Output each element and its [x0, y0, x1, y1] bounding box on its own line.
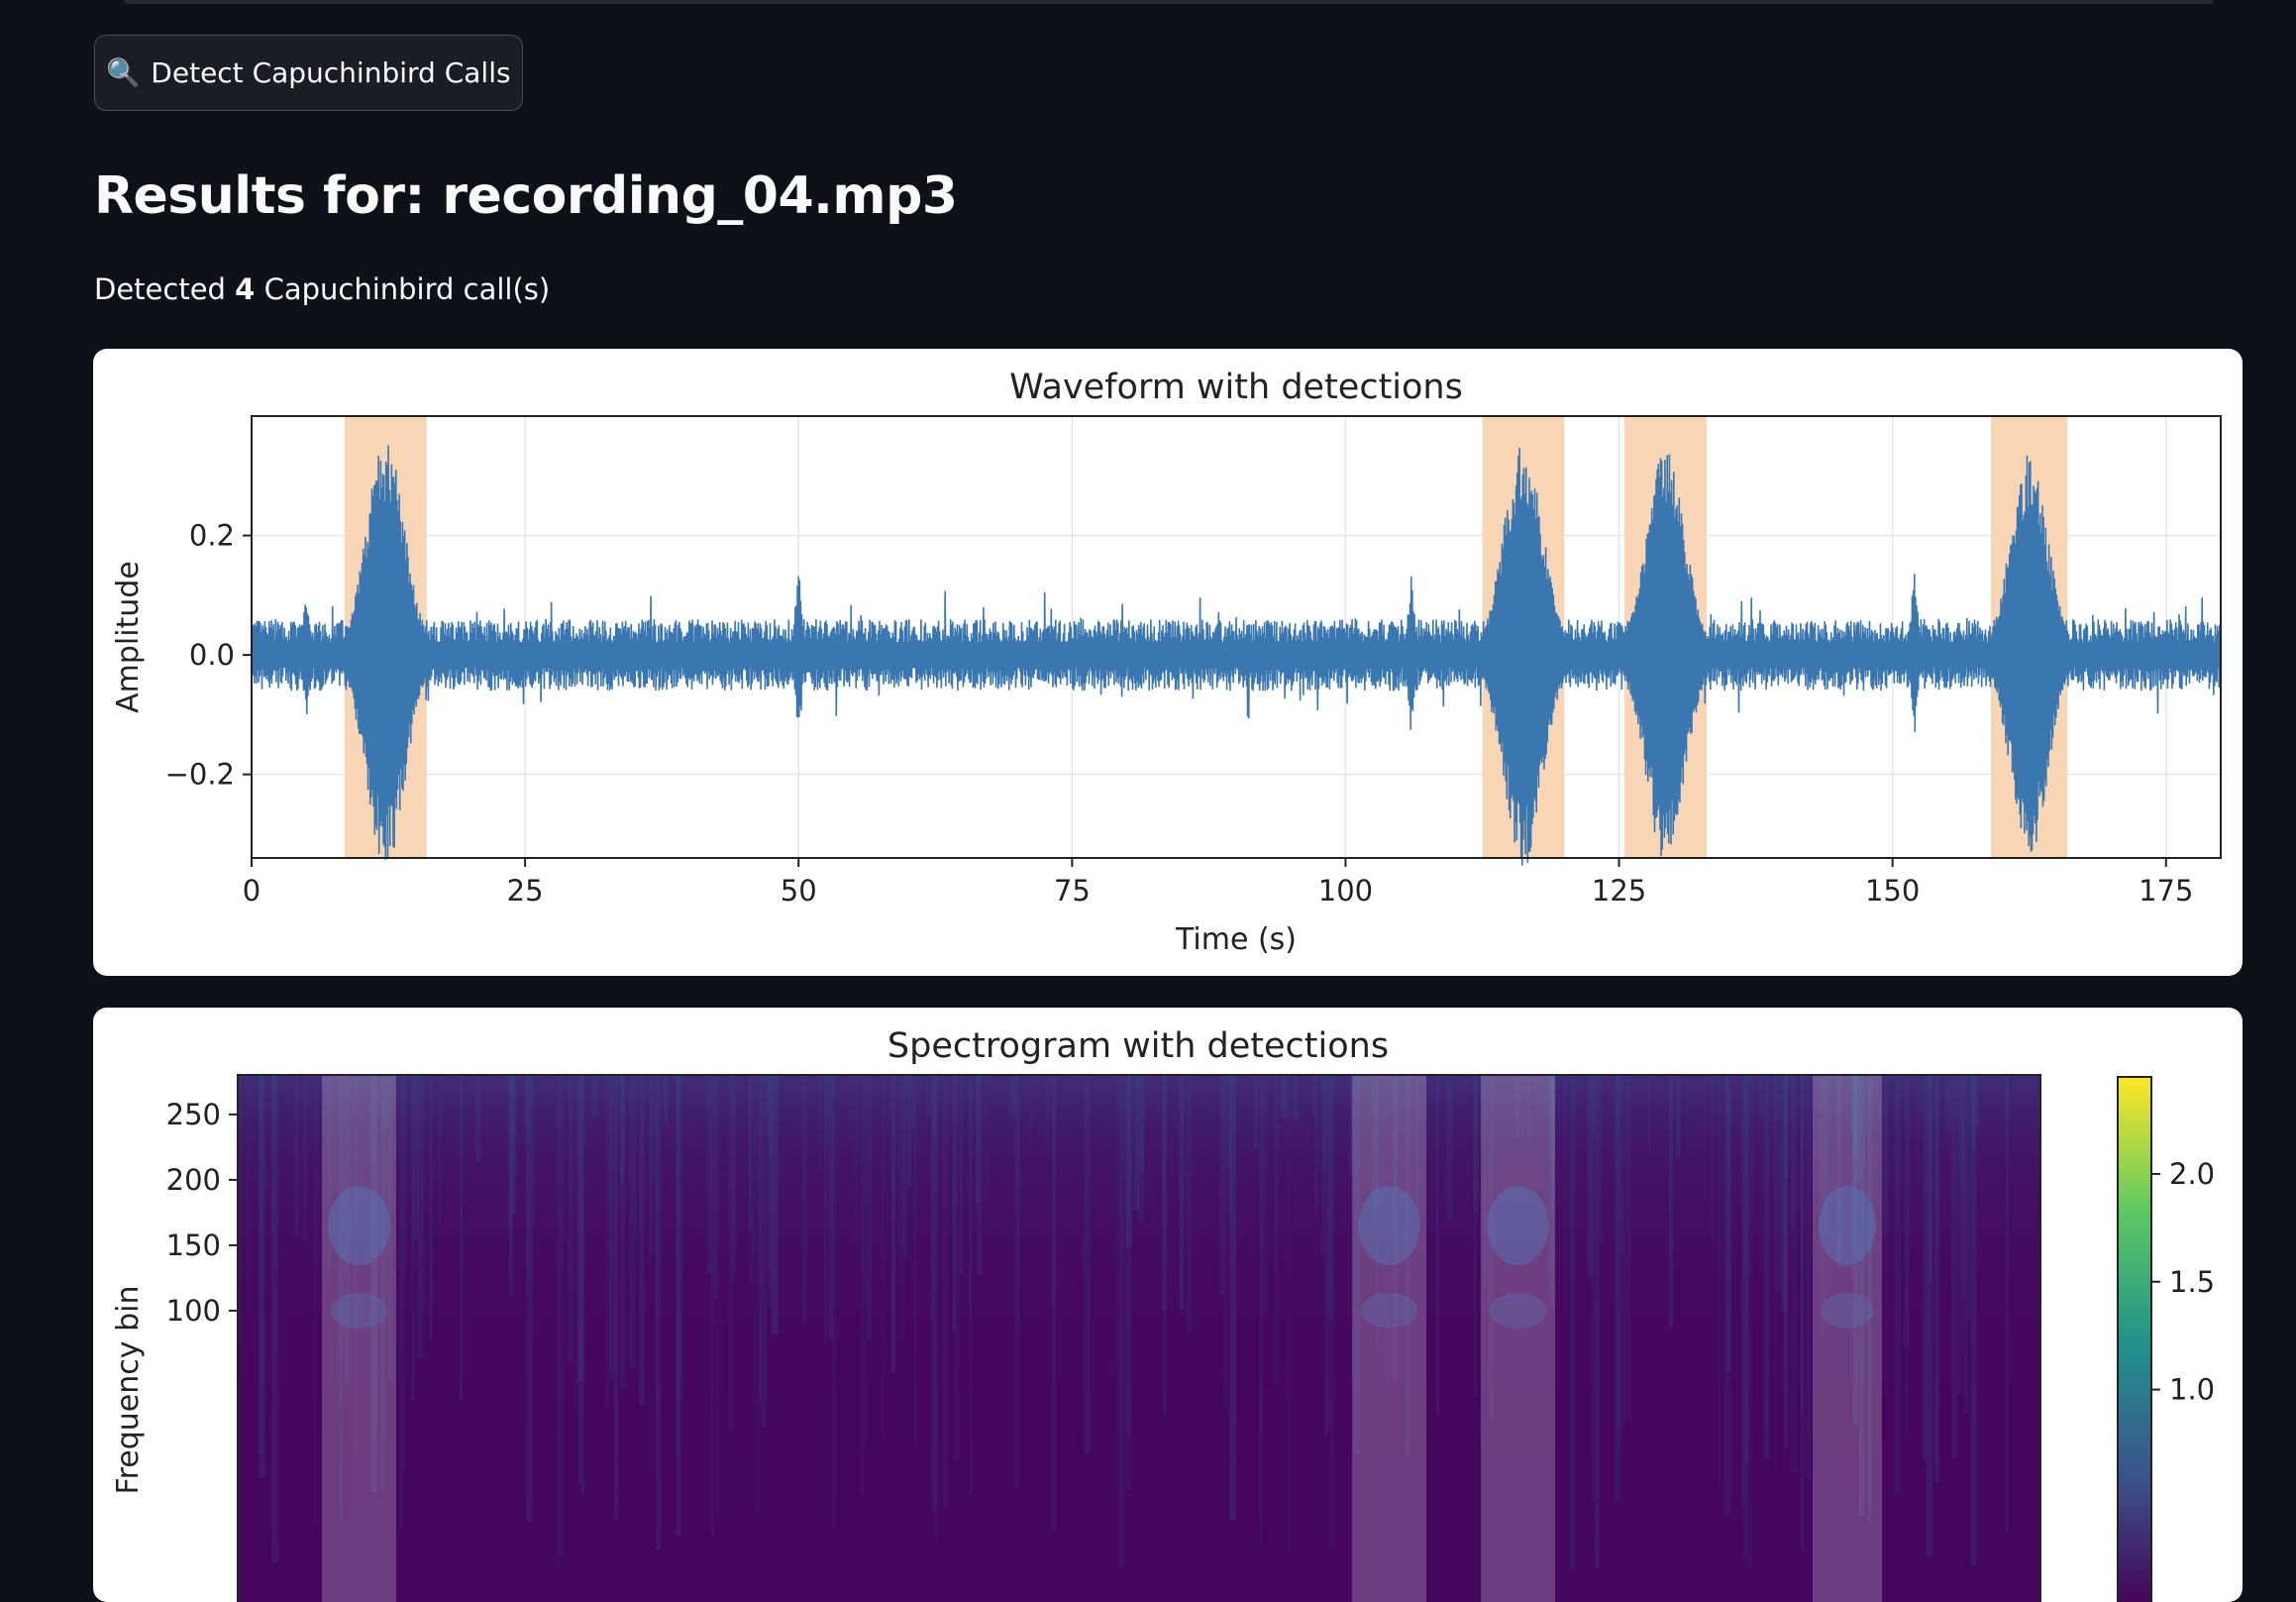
colorbar-tick-label: 2.0 — [2169, 1157, 2215, 1191]
waveform-axes-frame — [251, 415, 2222, 859]
spectrogram-y-tick-label: 100 — [166, 1294, 221, 1328]
waveform-x-tick-label: 0 — [243, 874, 261, 908]
waveform-y-tick-label: 0.2 — [189, 519, 235, 553]
spectrogram-detection-bands — [322, 1075, 1882, 1602]
waveform-y-tick-label: 0.0 — [189, 638, 235, 672]
waveform-x-tick-label: 175 — [2139, 874, 2193, 908]
detect-capuchinbird-calls-button[interactable]: 🔍 Detect Capuchinbird Calls — [94, 35, 523, 111]
waveform-series — [251, 445, 2222, 866]
waveform-y-ticks: −0.2 0.0 0.2 — [165, 519, 252, 792]
spectrogram-y-axis-label: Frequency bin — [111, 1286, 146, 1495]
colorbar-ticks: 1.0 1.5 2.0 — [2151, 1157, 2215, 1407]
spectrogram-call-energy — [1818, 1186, 1877, 1266]
waveform-x-ticks: 0 25 50 75 100 125 150 175 — [243, 858, 2193, 908]
spectrogram-call-energy — [1821, 1292, 1874, 1329]
spectrogram-detection-band — [1813, 1075, 1882, 1602]
spectrogram-y-tick-label: 250 — [166, 1098, 221, 1131]
spectrogram-high-band — [238, 1075, 2040, 1602]
previous-input-edge — [124, 0, 2214, 4]
spectrogram-detection-band — [1481, 1075, 1555, 1602]
detected-prefix: Detected — [94, 272, 226, 306]
waveform-x-tick-label: 50 — [781, 874, 817, 908]
waveform-x-tick-label: 100 — [1318, 874, 1373, 908]
spectrogram-call-energy — [1360, 1292, 1418, 1329]
spectrogram-call-energy — [1489, 1292, 1547, 1329]
spectrogram-call-energy — [1358, 1186, 1420, 1266]
spectrogram-colorbar — [2117, 1076, 2152, 1602]
waveform-chart: Waveform with detections 0 25 50 75 100 125 15… — [111, 368, 2222, 957]
spectrogram-detection-band — [1352, 1075, 1426, 1602]
spectrogram-call-energy — [328, 1186, 390, 1266]
spectrogram-axes-frame — [237, 1074, 2041, 1602]
waveform-x-tick-label: 25 — [507, 874, 544, 908]
waveform-y-tick-label: −0.2 — [165, 758, 235, 792]
spectrogram-call-energy — [330, 1292, 388, 1329]
detected-count: 4 — [235, 272, 256, 306]
spectrogram-figure: Spectrogram with detections 100 150 200 250… — [93, 1008, 2243, 1602]
waveform-x-tick-label: 75 — [1054, 874, 1091, 908]
spectrogram-y-ticks: 100 150 200 250 — [166, 1098, 238, 1328]
waveform-y-axis-label: Amplitude — [111, 561, 146, 713]
spectrogram-chart: Spectrogram with detections 100 150 200 250… — [111, 1026, 2215, 1602]
detected-suffix: Capuchinbird call(s) — [263, 272, 551, 306]
spectrogram-y-tick-label: 200 — [166, 1163, 221, 1197]
spectrogram-y-tick-label: 150 — [166, 1228, 221, 1262]
waveform-series-line — [251, 445, 2222, 866]
waveform-x-tick-label: 150 — [1865, 874, 1920, 908]
waveform-title: Waveform with detections — [1009, 368, 1463, 407]
detection-summary: Detected 4 Capuchinbird call(s) — [94, 272, 550, 306]
spectrogram-call-energy — [1487, 1186, 1549, 1266]
spectrogram-detection-band — [322, 1075, 396, 1602]
spectrogram-title: Spectrogram with detections — [887, 1026, 1389, 1066]
waveform-x-axis-label: Time (s) — [1175, 922, 1297, 957]
colorbar-tick-label: 1.5 — [2169, 1265, 2215, 1299]
waveform-x-tick-label: 125 — [1592, 874, 1646, 908]
waveform-figure: Waveform with detections 0 25 50 75 100 125 15… — [93, 349, 2243, 976]
magnifier-icon: 🔍 — [106, 56, 142, 89]
detect-button-label: Detect Capuchinbird Calls — [151, 56, 511, 89]
results-title: Results for: recording_04.mp3 — [94, 166, 958, 226]
colorbar-tick-label: 1.0 — [2169, 1373, 2215, 1407]
